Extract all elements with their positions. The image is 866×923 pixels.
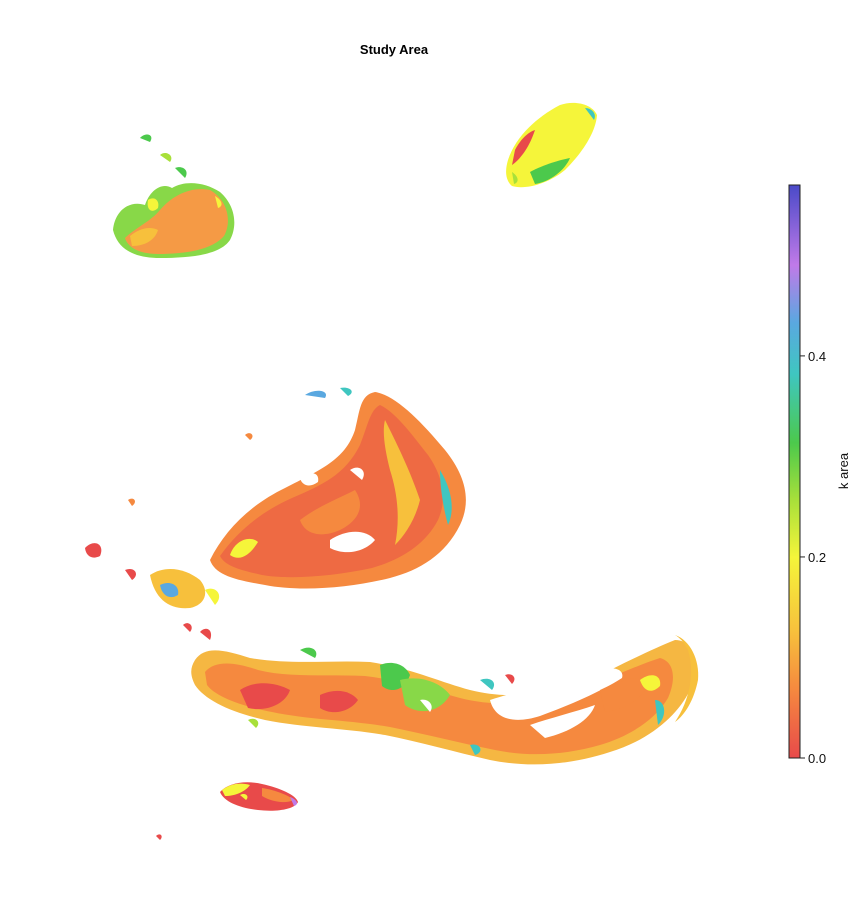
colorbar-gradient bbox=[788, 184, 801, 759]
southern-long-island bbox=[183, 623, 699, 765]
colorbar-ticks: 0.0 0.2 0.4 bbox=[800, 349, 826, 766]
map-title: Study Area bbox=[359, 42, 429, 57]
colorbar-tick-label: 0.2 bbox=[808, 550, 826, 565]
colorbar-tick-label: 0.0 bbox=[808, 751, 826, 766]
colorbar-label: k area bbox=[836, 452, 851, 489]
north-east-island bbox=[506, 102, 597, 188]
central-island bbox=[85, 387, 466, 609]
south-small-island bbox=[156, 782, 298, 840]
colorbar-tick-label: 0.4 bbox=[808, 349, 826, 364]
colorbar: 0.0 0.2 0.4 k area bbox=[788, 184, 851, 766]
north-west-island bbox=[113, 134, 235, 258]
